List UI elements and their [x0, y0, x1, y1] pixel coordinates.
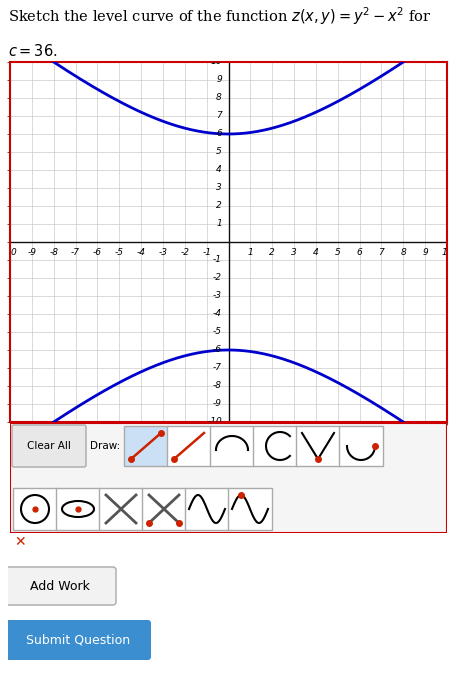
FancyBboxPatch shape [167, 426, 211, 466]
Text: 5: 5 [335, 248, 340, 258]
Text: 1: 1 [248, 248, 253, 258]
Text: Add Work: Add Work [30, 580, 90, 592]
Text: -7: -7 [71, 248, 80, 258]
Text: -10: -10 [3, 248, 17, 258]
FancyBboxPatch shape [5, 620, 151, 660]
Text: -6: -6 [213, 346, 222, 354]
Text: -5: -5 [213, 328, 222, 337]
FancyBboxPatch shape [339, 426, 383, 466]
Text: 7: 7 [378, 248, 384, 258]
Text: 9: 9 [422, 248, 428, 258]
Text: 9: 9 [216, 76, 222, 85]
Text: 4: 4 [313, 248, 319, 258]
Text: -4: -4 [137, 248, 146, 258]
Text: $c = 36$.: $c = 36$. [8, 43, 58, 59]
Text: -6: -6 [93, 248, 102, 258]
FancyBboxPatch shape [185, 488, 229, 530]
FancyBboxPatch shape [296, 426, 340, 466]
Text: Draw:: Draw: [90, 441, 120, 451]
Text: 6: 6 [216, 130, 222, 139]
Text: 8: 8 [400, 248, 406, 258]
Text: 5: 5 [216, 148, 222, 157]
FancyBboxPatch shape [253, 426, 297, 466]
FancyBboxPatch shape [56, 488, 100, 530]
Text: -4: -4 [213, 309, 222, 318]
Text: ✕: ✕ [14, 535, 26, 549]
Text: 3: 3 [216, 183, 222, 192]
Text: -9: -9 [27, 248, 37, 258]
Text: Submit Question: Submit Question [26, 634, 130, 647]
Text: -7: -7 [213, 363, 222, 372]
Text: -1: -1 [213, 256, 222, 265]
Text: Clear All: Clear All [27, 441, 71, 451]
Text: -3: -3 [213, 291, 222, 300]
Text: 7: 7 [216, 111, 222, 120]
Text: 1: 1 [216, 220, 222, 228]
FancyBboxPatch shape [228, 488, 272, 530]
Text: 2: 2 [216, 202, 222, 211]
Text: -3: -3 [159, 248, 167, 258]
Text: -9: -9 [213, 400, 222, 409]
Text: 10: 10 [210, 57, 222, 66]
Text: -5: -5 [115, 248, 124, 258]
Text: -2: -2 [213, 274, 222, 283]
Text: Sketch the level curve of the function $z(x, y) = y^2 - x^2$ for: Sketch the level curve of the function $… [8, 5, 432, 27]
Text: -2: -2 [181, 248, 189, 258]
FancyBboxPatch shape [13, 488, 57, 530]
FancyBboxPatch shape [99, 488, 143, 530]
Text: 10: 10 [441, 248, 453, 258]
FancyBboxPatch shape [124, 426, 168, 466]
Text: -1: -1 [202, 248, 211, 258]
Text: 6: 6 [357, 248, 362, 258]
Text: -10: -10 [207, 417, 222, 426]
Text: 3: 3 [291, 248, 297, 258]
Text: -8: -8 [49, 248, 58, 258]
FancyBboxPatch shape [210, 426, 254, 466]
Text: -8: -8 [213, 382, 222, 391]
FancyBboxPatch shape [5, 567, 116, 605]
FancyBboxPatch shape [12, 425, 86, 467]
Text: 4: 4 [216, 165, 222, 174]
Text: 8: 8 [216, 94, 222, 102]
FancyBboxPatch shape [142, 488, 186, 530]
Text: 2: 2 [269, 248, 275, 258]
